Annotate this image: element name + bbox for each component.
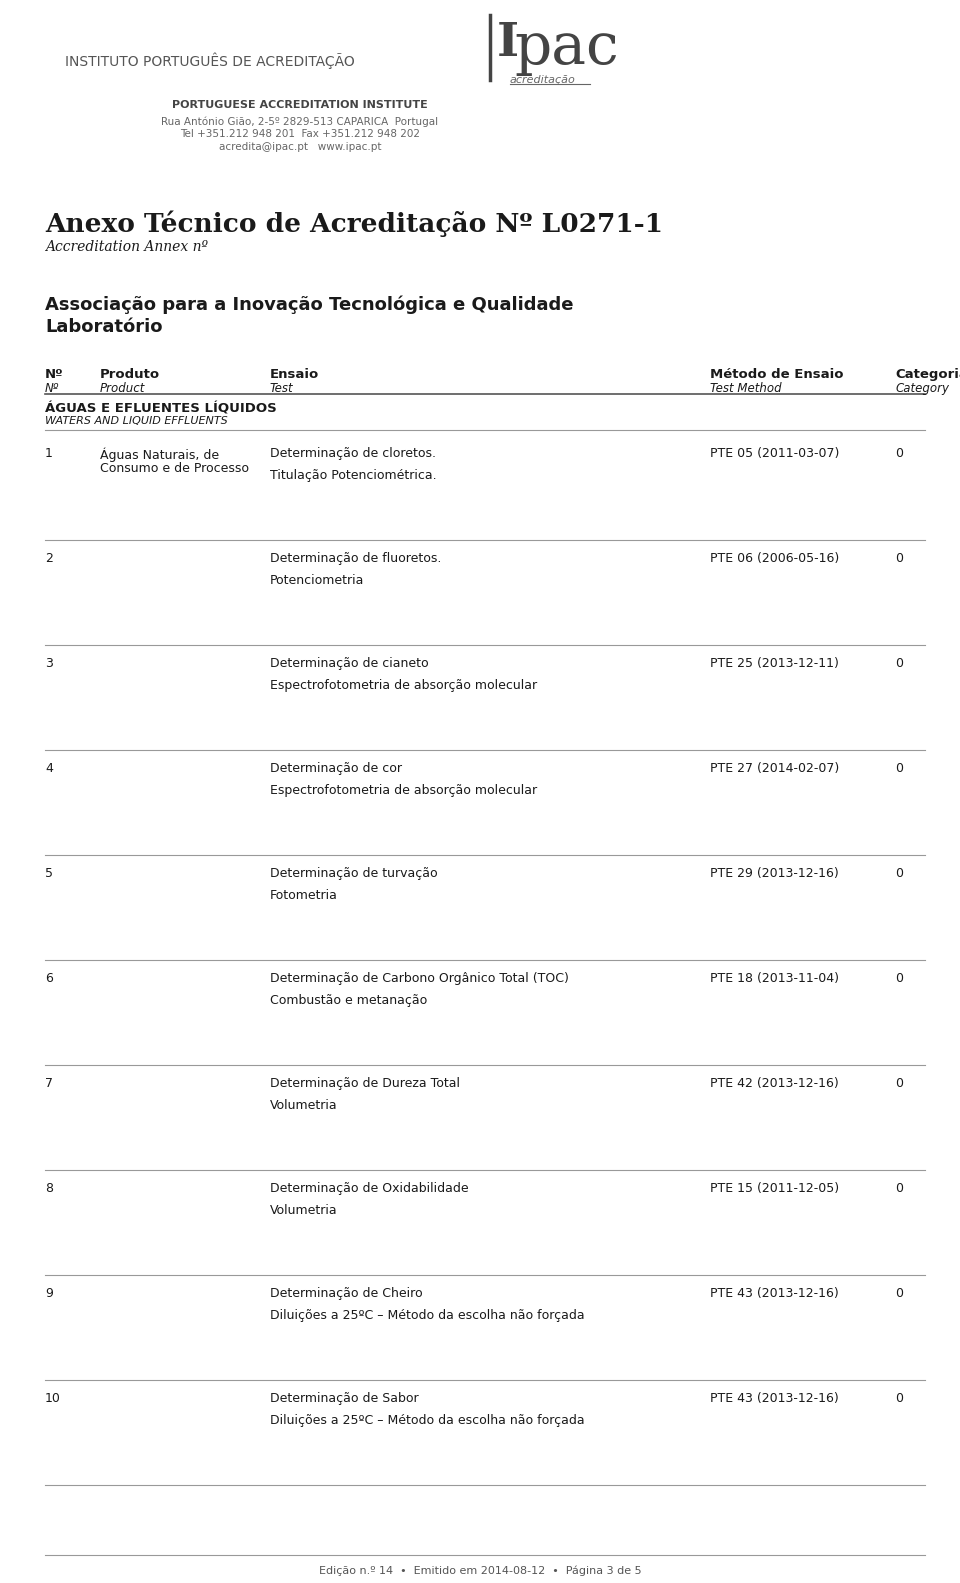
Text: ÁGUAS E EFLUENTES LÍQUIDOS: ÁGUAS E EFLUENTES LÍQUIDOS xyxy=(45,402,276,415)
Text: Rua António Gião, 2-5º 2829-513 CAPARICA  Portugal: Rua António Gião, 2-5º 2829-513 CAPARICA… xyxy=(161,116,439,127)
Text: 7: 7 xyxy=(45,1076,53,1091)
Text: 9: 9 xyxy=(45,1287,53,1300)
Text: I: I xyxy=(497,21,519,66)
Text: 10: 10 xyxy=(45,1391,60,1406)
Text: Determinação de cor: Determinação de cor xyxy=(270,761,402,776)
Text: Determinação de Carbono Orgânico Total (TOC): Determinação de Carbono Orgânico Total (… xyxy=(270,972,569,985)
Text: Espectrofotometria de absorção molecular: Espectrofotometria de absorção molecular xyxy=(270,679,538,692)
Text: acredita@ipac.pt   www.ipac.pt: acredita@ipac.pt www.ipac.pt xyxy=(219,142,381,152)
Text: PTE 43 (2013-12-16): PTE 43 (2013-12-16) xyxy=(710,1287,839,1300)
Text: Determinação de cianeto: Determinação de cianeto xyxy=(270,657,428,670)
Text: 4: 4 xyxy=(45,761,53,776)
Text: acreditação: acreditação xyxy=(510,74,576,85)
Text: Associação para a Inovação Tecnológica e Qualidade: Associação para a Inovação Tecnológica e… xyxy=(45,294,573,313)
Text: 0: 0 xyxy=(895,867,903,880)
Text: Consumo e de Processo: Consumo e de Processo xyxy=(100,462,249,475)
Text: PTE 15 (2011-12-05): PTE 15 (2011-12-05) xyxy=(710,1183,839,1195)
Text: 2: 2 xyxy=(45,552,53,565)
Text: Volumetria: Volumetria xyxy=(270,1099,338,1111)
Text: PTE 43 (2013-12-16): PTE 43 (2013-12-16) xyxy=(710,1391,839,1406)
Text: 6: 6 xyxy=(45,972,53,985)
Text: 0: 0 xyxy=(895,761,903,776)
Text: Determinação de fluoretos.: Determinação de fluoretos. xyxy=(270,552,442,565)
Text: 0: 0 xyxy=(895,1076,903,1091)
Text: Laboratório: Laboratório xyxy=(45,318,162,336)
Text: Test: Test xyxy=(270,382,294,396)
Text: 0: 0 xyxy=(895,1183,903,1195)
Text: PTE 06 (2006-05-16): PTE 06 (2006-05-16) xyxy=(710,552,839,565)
Text: PORTUGUESE ACCREDITATION INSTITUTE: PORTUGUESE ACCREDITATION INSTITUTE xyxy=(172,100,428,109)
Text: Determinação de Cheiro: Determinação de Cheiro xyxy=(270,1287,422,1300)
Text: Espectrofotometria de absorção molecular: Espectrofotometria de absorção molecular xyxy=(270,784,538,796)
Text: PTE 27 (2014-02-07): PTE 27 (2014-02-07) xyxy=(710,761,839,776)
Text: PTE 29 (2013-12-16): PTE 29 (2013-12-16) xyxy=(710,867,839,880)
Text: Diluições a 25ºC – Método da escolha não forçada: Diluições a 25ºC – Método da escolha não… xyxy=(270,1414,585,1426)
Text: WATERS AND LIQUID EFFLUENTS: WATERS AND LIQUID EFFLUENTS xyxy=(45,416,228,426)
Text: 0: 0 xyxy=(895,972,903,985)
Text: Combustão e metanação: Combustão e metanação xyxy=(270,994,427,1007)
Text: Edição n.º 14  •  Emitido em 2014-08-12  •  Página 3 de 5: Edição n.º 14 • Emitido em 2014-08-12 • … xyxy=(319,1566,641,1577)
Text: pac: pac xyxy=(514,21,618,76)
Text: PTE 25 (2013-12-11): PTE 25 (2013-12-11) xyxy=(710,657,839,670)
Text: Accreditation Annex nº: Accreditation Annex nº xyxy=(45,241,208,253)
Text: Águas Naturais, de: Águas Naturais, de xyxy=(100,446,219,462)
Text: Product: Product xyxy=(100,382,145,396)
Text: INSTITUTO PORTUGUÊS DE ACREDITAÇÃO: INSTITUTO PORTUGUÊS DE ACREDITAÇÃO xyxy=(65,52,355,68)
Text: Category: Category xyxy=(895,382,949,396)
Text: Determinação de Sabor: Determinação de Sabor xyxy=(270,1391,419,1406)
Text: Test Method: Test Method xyxy=(710,382,781,396)
Text: Categoria: Categoria xyxy=(895,367,960,382)
Text: Tel +351.212 948 201  Fax +351.212 948 202: Tel +351.212 948 201 Fax +351.212 948 20… xyxy=(180,128,420,139)
Text: Nº: Nº xyxy=(45,367,63,382)
Text: 0: 0 xyxy=(895,552,903,565)
Text: Volumetria: Volumetria xyxy=(270,1205,338,1217)
Text: Fotometria: Fotometria xyxy=(270,890,338,902)
Text: 0: 0 xyxy=(895,1287,903,1300)
Text: Determinação de cloretos.: Determinação de cloretos. xyxy=(270,446,436,461)
Text: Determinação de Oxidabilidade: Determinação de Oxidabilidade xyxy=(270,1183,468,1195)
Text: Anexo Técnico de Acreditação Nº L0271-1: Anexo Técnico de Acreditação Nº L0271-1 xyxy=(45,211,663,236)
Text: PTE 18 (2013-11-04): PTE 18 (2013-11-04) xyxy=(710,972,839,985)
Text: Ensaio: Ensaio xyxy=(270,367,320,382)
Text: Produto: Produto xyxy=(100,367,160,382)
Text: 5: 5 xyxy=(45,867,53,880)
Text: PTE 42 (2013-12-16): PTE 42 (2013-12-16) xyxy=(710,1076,839,1091)
Text: Diluições a 25ºC – Método da escolha não forçada: Diluições a 25ºC – Método da escolha não… xyxy=(270,1309,585,1322)
Text: 3: 3 xyxy=(45,657,53,670)
Text: Determinação de Dureza Total: Determinação de Dureza Total xyxy=(270,1076,460,1091)
Text: Nº: Nº xyxy=(45,382,60,396)
Text: Método de Ensaio: Método de Ensaio xyxy=(710,367,844,382)
Text: Determinação de turvação: Determinação de turvação xyxy=(270,867,438,880)
Text: PTE 05 (2011-03-07): PTE 05 (2011-03-07) xyxy=(710,446,839,461)
Text: 8: 8 xyxy=(45,1183,53,1195)
Text: 1: 1 xyxy=(45,446,53,461)
Text: 0: 0 xyxy=(895,1391,903,1406)
Text: Potenciometria: Potenciometria xyxy=(270,575,365,587)
Text: Titulação Potenciométrica.: Titulação Potenciométrica. xyxy=(270,469,437,481)
Text: 0: 0 xyxy=(895,446,903,461)
Text: 0: 0 xyxy=(895,657,903,670)
